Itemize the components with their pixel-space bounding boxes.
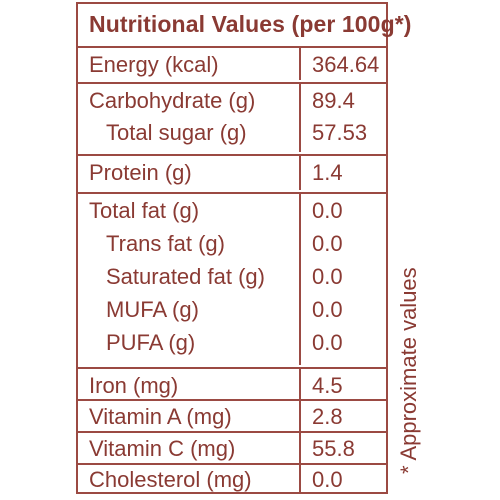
- nutrient-value: 57.53: [312, 120, 368, 145]
- column-divider: [299, 433, 301, 463]
- nutrient-value: 1.4: [312, 160, 343, 185]
- table-row: Total fat (g) 0.0: [78, 194, 386, 227]
- table-row: Vitamin A (mg) 2.8: [78, 400, 386, 433]
- nutrient-label: Total fat (g): [89, 198, 200, 223]
- nutrient-sublabel: Trans fat (g): [106, 231, 225, 256]
- approximate-values-footnote: * Approximate values: [396, 267, 421, 474]
- nutrient-label: Energy (kcal): [89, 52, 219, 77]
- nutrient-label: Iron (mg): [89, 373, 179, 398]
- nutrient-value: 89.4: [312, 88, 355, 113]
- column-divider: [299, 156, 301, 190]
- table-row-group: Vitamin C (mg) 55.8: [78, 431, 386, 463]
- column-divider: [299, 194, 301, 365]
- nutrient-value: 0.0: [312, 330, 343, 355]
- nutrient-value: 0.0: [312, 198, 343, 223]
- nutrient-sublabel: PUFA (g): [106, 330, 196, 355]
- table-row-group: Vitamin A (mg) 2.8: [78, 399, 386, 431]
- table-row: Trans fat (g) 0.0: [78, 227, 386, 260]
- nutrient-label: Cholesterol (mg): [89, 467, 252, 492]
- table-title: Nutritional Values (per 100g*): [89, 11, 412, 37]
- nutrient-value: 0.0: [312, 231, 343, 256]
- table-row: Protein (g) 1.4: [78, 156, 386, 189]
- column-divider: [299, 84, 301, 152]
- nutrient-label: Protein (g): [89, 160, 192, 185]
- nutrient-label: Vitamin C (mg): [89, 436, 236, 461]
- table-row-group: Carbohydrate (g) 89.4 Total sugar (g) 57…: [78, 82, 386, 152]
- nutrient-value: 2.8: [312, 404, 343, 429]
- column-divider: [299, 369, 301, 399]
- nutrient-sublabel: Total sugar (g): [106, 120, 247, 145]
- table-row-group: Energy (kcal) 364.64: [78, 46, 386, 80]
- nutrient-value: 0.0: [312, 467, 343, 492]
- table-row: Vitamin C (mg) 55.8: [78, 432, 386, 465]
- column-divider: [299, 465, 301, 494]
- table-row-group: Protein (g) 1.4: [78, 154, 386, 190]
- nutrient-sublabel: MUFA (g): [106, 297, 199, 322]
- table-row: Carbohydrate (g) 89.4: [78, 84, 386, 117]
- nutrient-value: 4.5: [312, 373, 343, 398]
- table-row: Total sugar (g) 57.53: [78, 116, 386, 149]
- nutrient-label: Vitamin A (mg): [89, 404, 232, 429]
- table-row-group: Total fat (g) 0.0 Trans fat (g) 0.0 Satu…: [78, 192, 386, 365]
- column-divider: [299, 401, 301, 431]
- nutrition-table: Nutritional Values (per 100g*) Energy (k…: [76, 2, 411, 494]
- table-row: Cholesterol (mg) 0.0: [78, 463, 386, 496]
- column-divider: [299, 48, 301, 80]
- nutrient-label: Carbohydrate (g): [89, 88, 256, 113]
- table-row: MUFA (g) 0.0: [78, 293, 386, 326]
- nutrient-value: 55.8: [312, 436, 355, 461]
- nutrient-sublabel: Saturated fat (g): [106, 264, 265, 289]
- table-row: Iron (mg) 4.5: [78, 369, 386, 402]
- nutrient-value: 0.0: [312, 264, 343, 289]
- table-row: Saturated fat (g) 0.0: [78, 260, 386, 293]
- table-row: PUFA (g) 0.0: [78, 326, 386, 359]
- table-row-group: Iron (mg) 4.5: [78, 367, 386, 399]
- table-row-group: Cholesterol (mg) 0.0: [78, 463, 386, 494]
- nutrient-value: 364.64: [312, 52, 380, 77]
- nutrient-value: 0.0: [312, 297, 343, 322]
- table-row: Energy (kcal) 364.64: [78, 48, 386, 81]
